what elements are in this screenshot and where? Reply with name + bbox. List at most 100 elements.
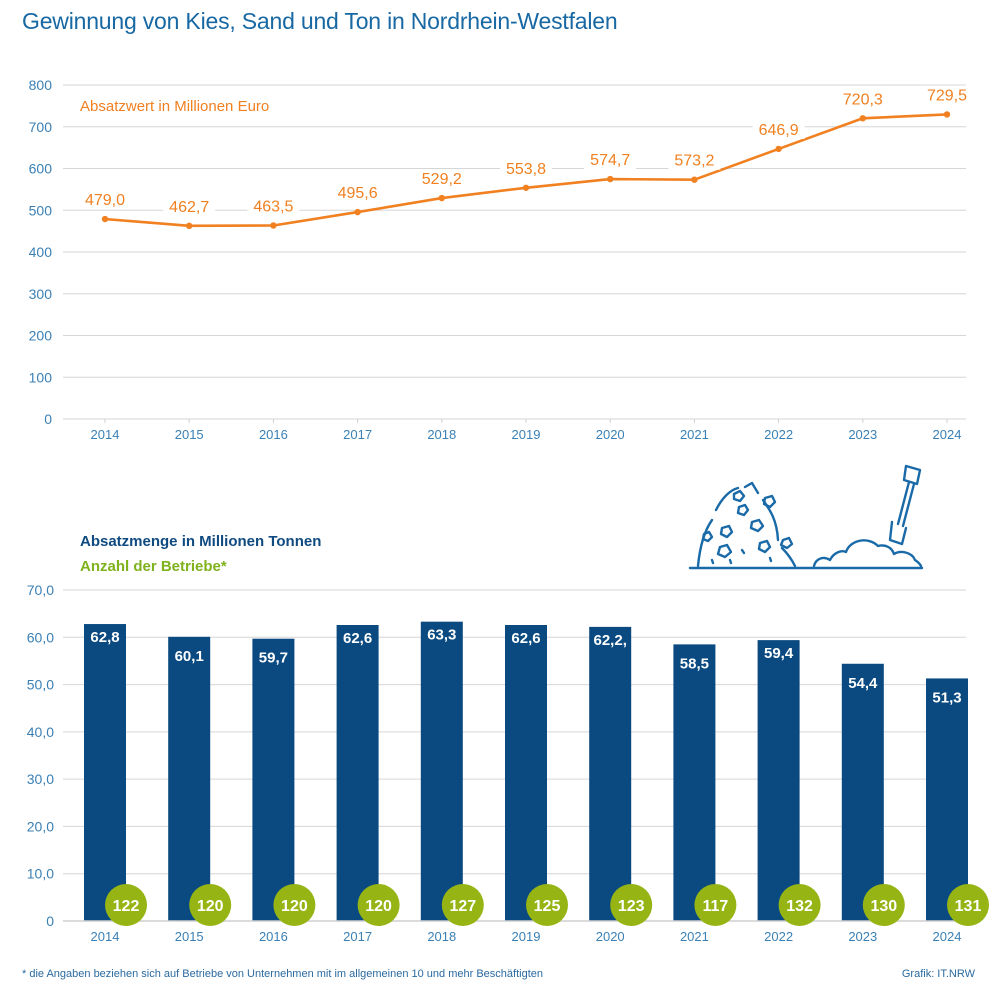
- bar-chart-absatzmenge: 0 10,0 20,0 30,0 40,0 50,0 60,0 70,0 62,8 60,1 59,…: [27, 533, 989, 944]
- legend-anzahl-betriebe: Anzahl der Betriebe*: [80, 558, 227, 575]
- betriebe-circle: [105, 884, 147, 926]
- data-point: [438, 194, 445, 202]
- data-point: [859, 115, 866, 122]
- x-tick-label: 2020: [596, 427, 625, 442]
- data-point: [775, 145, 782, 153]
- y-tick-label: 500: [29, 202, 53, 218]
- betriebe-count-label: 132: [786, 898, 813, 915]
- y-tick-label: 100: [29, 369, 53, 385]
- x-tick-label: 2016: [259, 427, 288, 442]
- bar: [673, 644, 716, 921]
- data-label: 463,5: [253, 198, 293, 215]
- y-tick-label: 40,0: [27, 724, 54, 740]
- y-tick-label: 30,0: [27, 771, 54, 787]
- bar: [168, 636, 211, 921]
- bar: [505, 624, 547, 921]
- data-label-bg: [79, 190, 131, 210]
- y-tick-label: 10,0: [27, 866, 54, 882]
- x-tick-label: 2018: [427, 929, 456, 944]
- x-tick-label: 2024: [933, 427, 962, 442]
- y-tick-label: 0: [44, 411, 52, 427]
- data-point: [270, 222, 277, 229]
- data-label-bg: [163, 196, 216, 216]
- bar-value-label: 62,6: [343, 630, 372, 647]
- data-label: 479,0: [85, 192, 125, 209]
- data-point: [607, 175, 614, 183]
- bar: [926, 678, 968, 921]
- y-tick-label: 600: [29, 161, 53, 177]
- data-label: 720,3: [843, 91, 883, 108]
- data-point: [354, 208, 361, 216]
- x-tick-label: 2022: [764, 929, 793, 944]
- betriebe-circle: [947, 884, 989, 926]
- bar-value-label: 62,8: [90, 629, 119, 646]
- x-tick-label: 2021: [680, 427, 709, 442]
- betriebe-count-label: 125: [534, 898, 561, 915]
- x-tick-label: 2024: [933, 929, 962, 944]
- data-label: 573,2: [674, 153, 714, 170]
- x-tick-label: 2019: [512, 427, 541, 442]
- betriebe-count-label: 127: [449, 898, 476, 915]
- x-tick-label: 2017: [343, 929, 372, 944]
- data-label-bg: [415, 169, 468, 189]
- y-tick-label: 20,0: [27, 818, 54, 834]
- betriebe-circle: [357, 884, 400, 926]
- y-tick-label: 70,0: [27, 582, 54, 598]
- data-point: [522, 184, 530, 191]
- betriebe-count-label: 123: [618, 898, 645, 915]
- x-tick-label: 2016: [259, 929, 288, 944]
- betriebe-circle: [862, 884, 905, 926]
- betriebe-count-label: 120: [281, 898, 308, 915]
- gravel-pile-and-shovel-icon: [688, 464, 924, 570]
- y-tick-label: 400: [29, 244, 53, 260]
- betriebe-count-label: 120: [365, 898, 392, 915]
- data-label-bg: [921, 85, 973, 105]
- data-point: [691, 176, 698, 183]
- bar-value-label: 51,3: [932, 689, 961, 706]
- betriebe-count-label: 122: [113, 898, 140, 915]
- betriebe-circle: [441, 884, 484, 926]
- data-label-bg: [752, 119, 805, 139]
- bar-value-label: 58,5: [680, 655, 709, 672]
- data-point: [101, 215, 109, 223]
- data-label-bg: [500, 158, 552, 178]
- betriebe-circle: [273, 884, 316, 926]
- x-tick-label: 2020: [596, 929, 625, 944]
- y-tick-label: 50,0: [27, 677, 54, 693]
- data-label: 574,7: [590, 152, 630, 169]
- betriebe-count-label: 117: [702, 898, 728, 915]
- bar-value-label: 59,4: [764, 645, 794, 662]
- bar-value-label: 60,1: [175, 648, 204, 665]
- data-label: 729,5: [927, 87, 967, 104]
- x-tick-label: 2015: [175, 427, 204, 442]
- data-point: [943, 111, 951, 118]
- bar-value-label: 54,4: [848, 675, 878, 692]
- data-label-bg: [331, 183, 384, 203]
- y-tick-label: 200: [29, 328, 53, 344]
- line-chart-absatzwert: 0 100 200 300 400 500 600 700 800 2014 2015 2016 201…: [29, 77, 973, 442]
- x-tick-label: 2014: [91, 427, 120, 442]
- betriebe-count-label: 131: [955, 898, 982, 915]
- bar-value-label: 62,2,: [594, 632, 627, 649]
- footnote: * die Angaben beziehen sich auf Betriebe…: [22, 968, 543, 980]
- y-tick-label: 800: [29, 77, 53, 93]
- x-tick-label: 2019: [512, 929, 541, 944]
- legend-absatzmenge: Absatzmenge in Millionen Tonnen: [80, 533, 321, 550]
- betriebe-circle: [694, 884, 737, 926]
- y-tick-label: 0: [46, 913, 54, 929]
- legend-absatzwert: Absatzwert in Millionen Euro: [80, 98, 269, 115]
- betriebe-circle: [610, 884, 653, 926]
- data-label: 529,2: [422, 171, 462, 188]
- x-tick-label: 2023: [848, 929, 877, 944]
- y-tick-label: 300: [29, 286, 53, 302]
- bar: [757, 640, 800, 921]
- bar-value-label: 63,3: [427, 627, 456, 644]
- betriebe-circle: [526, 884, 568, 926]
- betriebe-circle: [189, 884, 232, 926]
- data-label: 646,9: [759, 122, 799, 139]
- bar-value-label: 62,6: [511, 630, 540, 647]
- bar-value-label: 59,7: [259, 650, 288, 667]
- betriebe-count-label: 130: [870, 898, 897, 915]
- y-tick-label: 700: [29, 119, 53, 135]
